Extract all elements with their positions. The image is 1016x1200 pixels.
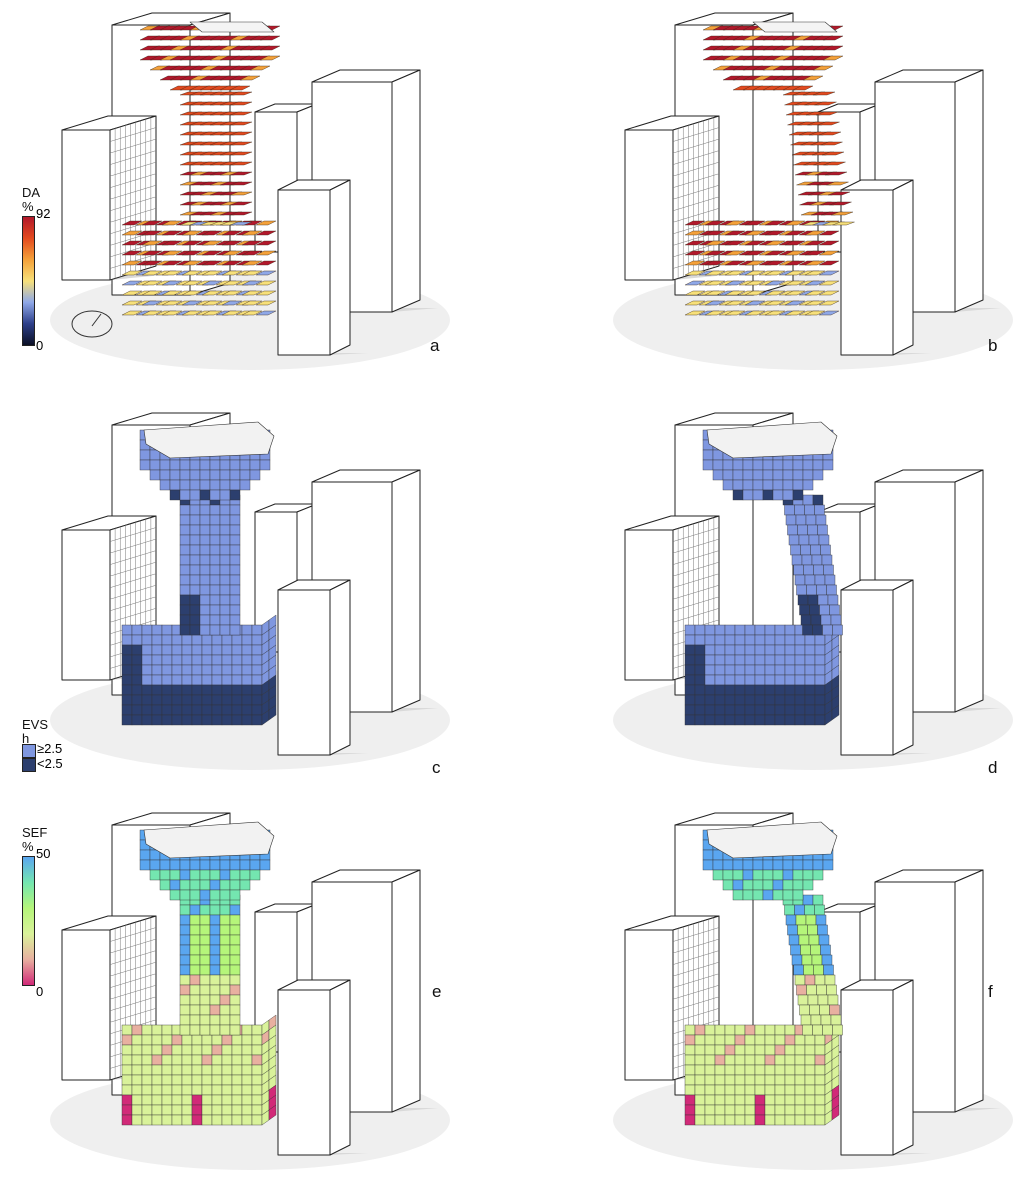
- front-right-building: [277, 579, 368, 756]
- da-legend-min: 0: [36, 338, 44, 353]
- tower-voxels: [121, 21, 281, 316]
- panel-a-drawing: [50, 12, 450, 370]
- left-building: [624, 115, 737, 281]
- evs-low-label: <2.5: [37, 756, 63, 771]
- tower-roof: [706, 421, 838, 459]
- tower-voxels: [684, 821, 843, 1126]
- panel-f-drawing: [613, 812, 1013, 1170]
- front-right-building: [840, 979, 931, 1156]
- da-legend-unit: %: [22, 199, 34, 214]
- sef-legend-unit: %: [22, 839, 34, 854]
- panel-b: b: [508, 0, 1016, 400]
- tower-roof: [143, 821, 275, 859]
- da-legend-title: DA: [22, 185, 41, 200]
- evs-legend: EVS h: [22, 718, 48, 746]
- panel-label-b: b: [988, 336, 998, 355]
- da-legend-colorbar: [22, 216, 35, 346]
- panel-c-drawing: [50, 412, 450, 770]
- evs-high-swatch: [22, 744, 36, 758]
- tower-voxels: [121, 421, 277, 726]
- panel-e: SEF % 50 0 e: [0, 800, 508, 1200]
- panel-b-drawing: [613, 12, 1013, 370]
- front-right-building: [840, 579, 931, 756]
- da-legend: DA %: [22, 186, 40, 214]
- panel-label-f: f: [988, 982, 993, 1001]
- panel-label-a: a: [430, 336, 440, 355]
- tower-roof: [706, 821, 838, 859]
- front-right-building: [840, 179, 931, 356]
- panel-d-drawing: [613, 412, 1013, 770]
- panel-c: EVS h ≥2.5 <2.5 c: [0, 400, 508, 800]
- tower-roof: [752, 21, 838, 33]
- sef-legend-colorbar: [22, 856, 35, 986]
- panel-d: d: [508, 400, 1016, 800]
- da-legend-max: 92: [36, 206, 51, 221]
- panel-f: f: [508, 800, 1016, 1200]
- evs-high-label: ≥2.5: [37, 741, 63, 756]
- tower-voxels: [121, 821, 277, 1126]
- panel-label-d: d: [988, 758, 998, 777]
- panel-label-c: c: [432, 758, 441, 777]
- panel-a: DA % 92 0 a: [0, 0, 508, 400]
- evs-legend-title: EVS: [22, 717, 49, 732]
- left-building: [61, 115, 174, 281]
- panel-e-drawing: [50, 812, 450, 1170]
- evs-legend-unit: h: [22, 731, 30, 746]
- sef-legend-min: 0: [36, 984, 44, 999]
- tower-voxels: [684, 421, 843, 726]
- north-arrow-icon: [71, 310, 113, 338]
- tower-roof: [143, 421, 275, 459]
- front-right-building: [277, 179, 368, 356]
- sef-legend: SEF %: [22, 826, 47, 854]
- sef-legend-title: SEF: [22, 825, 48, 840]
- tower-voxels: [684, 21, 855, 316]
- front-right-building: [277, 979, 368, 1156]
- evs-low-swatch: [22, 758, 36, 772]
- panel-label-e: e: [432, 982, 442, 1001]
- sef-legend-max: 50: [36, 846, 51, 861]
- tower-roof: [189, 21, 275, 33]
